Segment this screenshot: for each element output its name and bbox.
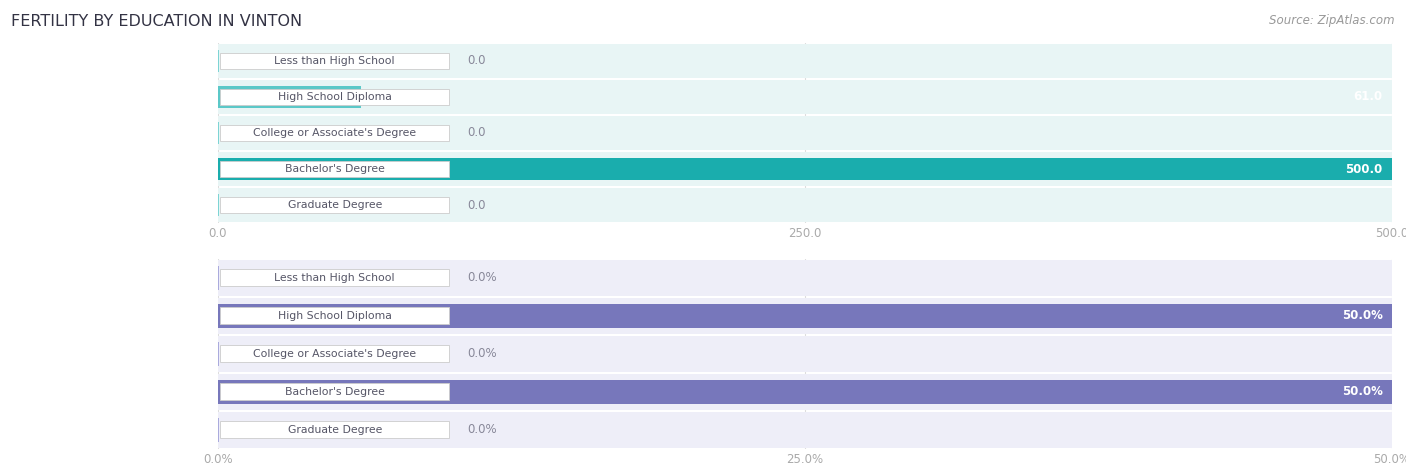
Text: Less than High School: Less than High School [274, 56, 395, 66]
Bar [218, 116, 1392, 150]
Bar [218, 336, 1392, 372]
Text: 500.0: 500.0 [1346, 162, 1382, 176]
Text: Source: ZipAtlas.com: Source: ZipAtlas.com [1270, 14, 1395, 27]
Bar [218, 44, 1392, 78]
Text: Bachelor's Degree: Bachelor's Degree [285, 387, 385, 397]
Bar [218, 380, 1392, 404]
Text: 0.0%: 0.0% [467, 423, 496, 437]
Bar [218, 298, 1392, 334]
Bar [218, 260, 1392, 296]
Bar [221, 89, 449, 105]
Text: 61.0: 61.0 [1354, 90, 1382, 104]
Bar [218, 152, 1392, 186]
Text: High School Diploma: High School Diploma [278, 92, 392, 102]
Bar [218, 80, 1392, 114]
Bar [221, 125, 449, 141]
Bar [221, 269, 449, 286]
Text: 0.0: 0.0 [467, 126, 485, 140]
Bar [221, 307, 449, 324]
Text: Less than High School: Less than High School [274, 273, 395, 283]
Bar [218, 86, 361, 108]
Text: 50.0%: 50.0% [1341, 385, 1382, 399]
Text: Graduate Degree: Graduate Degree [288, 425, 382, 435]
Text: Bachelor's Degree: Bachelor's Degree [285, 164, 385, 174]
Text: College or Associate's Degree: College or Associate's Degree [253, 128, 416, 138]
Text: High School Diploma: High School Diploma [278, 311, 392, 321]
Text: 0.0%: 0.0% [467, 271, 496, 285]
Bar [221, 53, 449, 69]
Text: 50.0%: 50.0% [1341, 309, 1382, 323]
Bar [221, 383, 449, 400]
Bar [218, 304, 1392, 328]
Text: 0.0%: 0.0% [467, 347, 496, 361]
Text: 0.0: 0.0 [467, 54, 485, 67]
Bar [218, 374, 1392, 410]
Bar [221, 161, 449, 177]
Bar [218, 158, 1392, 180]
Bar [221, 345, 449, 362]
Bar [218, 412, 1392, 448]
Bar [218, 188, 1392, 222]
Text: 0.0: 0.0 [467, 199, 485, 212]
Text: College or Associate's Degree: College or Associate's Degree [253, 349, 416, 359]
Text: FERTILITY BY EDUCATION IN VINTON: FERTILITY BY EDUCATION IN VINTON [11, 14, 302, 29]
Text: Graduate Degree: Graduate Degree [288, 200, 382, 210]
Bar [221, 197, 449, 213]
Bar [221, 421, 449, 438]
